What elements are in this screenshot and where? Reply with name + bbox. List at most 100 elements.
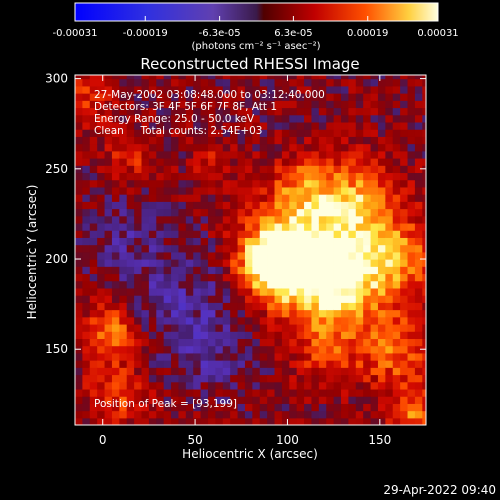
heatmap-cell: [111, 165, 120, 174]
heatmap-cell: [171, 215, 180, 224]
heatmap-cell: [89, 374, 98, 383]
heatmap-cell: [244, 194, 253, 202]
heatmap-cell: [348, 121, 357, 130]
heatmap-cell: [126, 273, 135, 282]
heatmap-cell: [141, 136, 150, 145]
heatmap-cell: [156, 230, 165, 238]
heatmap-cell: [119, 150, 128, 159]
heatmap-cell: [89, 208, 98, 217]
heatmap-cell: [119, 302, 128, 311]
heatmap-cell: [156, 107, 165, 116]
heatmap-cell: [97, 280, 106, 289]
heatmap-cell: [119, 396, 128, 404]
heatmap-cell: [111, 75, 120, 80]
heatmap-cell: [348, 215, 357, 224]
heatmap-cell: [311, 403, 320, 412]
heatmap-cell: [89, 259, 98, 267]
annotation-time-range: 27-May-2002 03:08:48.000 to 03:12:40.000: [94, 89, 325, 101]
heatmap-cell: [156, 215, 165, 224]
heatmap-cell: [414, 309, 423, 318]
heatmap-cell: [97, 259, 106, 267]
heatmap-cell: [267, 331, 276, 340]
heatmap-cell: [377, 114, 386, 123]
heatmap-cell: [377, 78, 386, 87]
heatmap-cell: [178, 338, 187, 347]
heatmap-cell: [392, 302, 401, 311]
heatmap-cell: [82, 374, 91, 383]
heatmap-cell: [215, 179, 224, 188]
heatmap-cell: [75, 201, 83, 210]
heatmap-cell: [208, 352, 216, 361]
heatmap-cell: [185, 107, 194, 116]
heatmap-cell: [178, 403, 187, 412]
heatmap-cell: [422, 75, 426, 80]
heatmap-cell: [171, 150, 180, 159]
heatmap-cell: [348, 295, 357, 303]
heatmap-cell: [281, 194, 290, 202]
heatmap-cell: [82, 396, 91, 404]
heatmap-cell: [208, 121, 216, 130]
heatmap-cell: [377, 309, 386, 318]
heatmap-cell: [111, 150, 120, 159]
heatmap-cell: [377, 352, 386, 361]
heatmap-cell: [171, 309, 180, 318]
heatmap-cell: [259, 396, 268, 404]
heatmap-cell: [134, 157, 143, 166]
heatmap-cell: [163, 222, 172, 231]
heatmap-cell: [193, 266, 202, 275]
heatmap-cell: [104, 107, 113, 116]
heatmap-cell: [363, 78, 372, 87]
heatmap-cell: [355, 396, 364, 404]
heatmap-cell: [259, 194, 268, 202]
heatmap-cell: [134, 388, 143, 397]
heatmap-cell: [111, 136, 120, 145]
heatmap-cell: [355, 129, 364, 137]
heatmap-cell: [377, 417, 386, 425]
heatmap-cell: [304, 244, 313, 253]
heatmap-cell: [178, 367, 187, 376]
heatmap-cell: [178, 172, 187, 181]
heatmap-cell: [252, 237, 261, 246]
heatmap-cell: [414, 295, 423, 303]
heatmap-cell: [193, 331, 202, 340]
heatmap-cell: [407, 410, 416, 419]
heatmap-cell: [407, 78, 416, 87]
heatmap-cell: [89, 316, 98, 325]
heatmap-cell: [296, 295, 305, 303]
heatmap-cell: [185, 388, 194, 397]
heatmap-cell: [355, 251, 364, 260]
heatmap-cell: [281, 417, 290, 425]
heatmap-cell: [134, 93, 143, 101]
heatmap-cell: [348, 75, 357, 80]
heatmap-cell: [237, 374, 246, 383]
heatmap-cell: [193, 129, 202, 137]
heatmap-cell: [141, 367, 150, 376]
heatmap-cell: [156, 302, 165, 311]
heatmap-cell: [259, 121, 268, 130]
heatmap-cell: [89, 367, 98, 376]
heatmap-cell: [267, 309, 276, 318]
heatmap-cell: [304, 388, 313, 397]
heatmap-cell: [370, 251, 379, 260]
heatmap-cell: [259, 338, 268, 347]
heatmap-cell: [82, 172, 91, 181]
heatmap-cell: [171, 381, 180, 390]
heatmap-cell: [126, 201, 135, 210]
heatmap-cell: [377, 323, 386, 332]
heatmap-cell: [215, 107, 224, 116]
heatmap-cell: [407, 251, 416, 260]
heatmap-cell: [400, 352, 409, 361]
heatmap-cell: [267, 129, 276, 137]
heatmap-cell: [148, 230, 157, 238]
heatmap-cell: [296, 331, 305, 340]
heatmap-cell: [119, 78, 128, 87]
heatmap-cell: [163, 345, 172, 354]
heatmap-cell: [104, 237, 113, 246]
heatmap-cell: [326, 259, 335, 267]
heatmap-cell: [392, 273, 401, 282]
heatmap-cell: [267, 222, 276, 231]
heatmap-cell: [289, 367, 298, 376]
heatmap-cell: [341, 179, 350, 188]
heatmap-cell: [252, 417, 261, 425]
heatmap-cell: [104, 150, 113, 159]
